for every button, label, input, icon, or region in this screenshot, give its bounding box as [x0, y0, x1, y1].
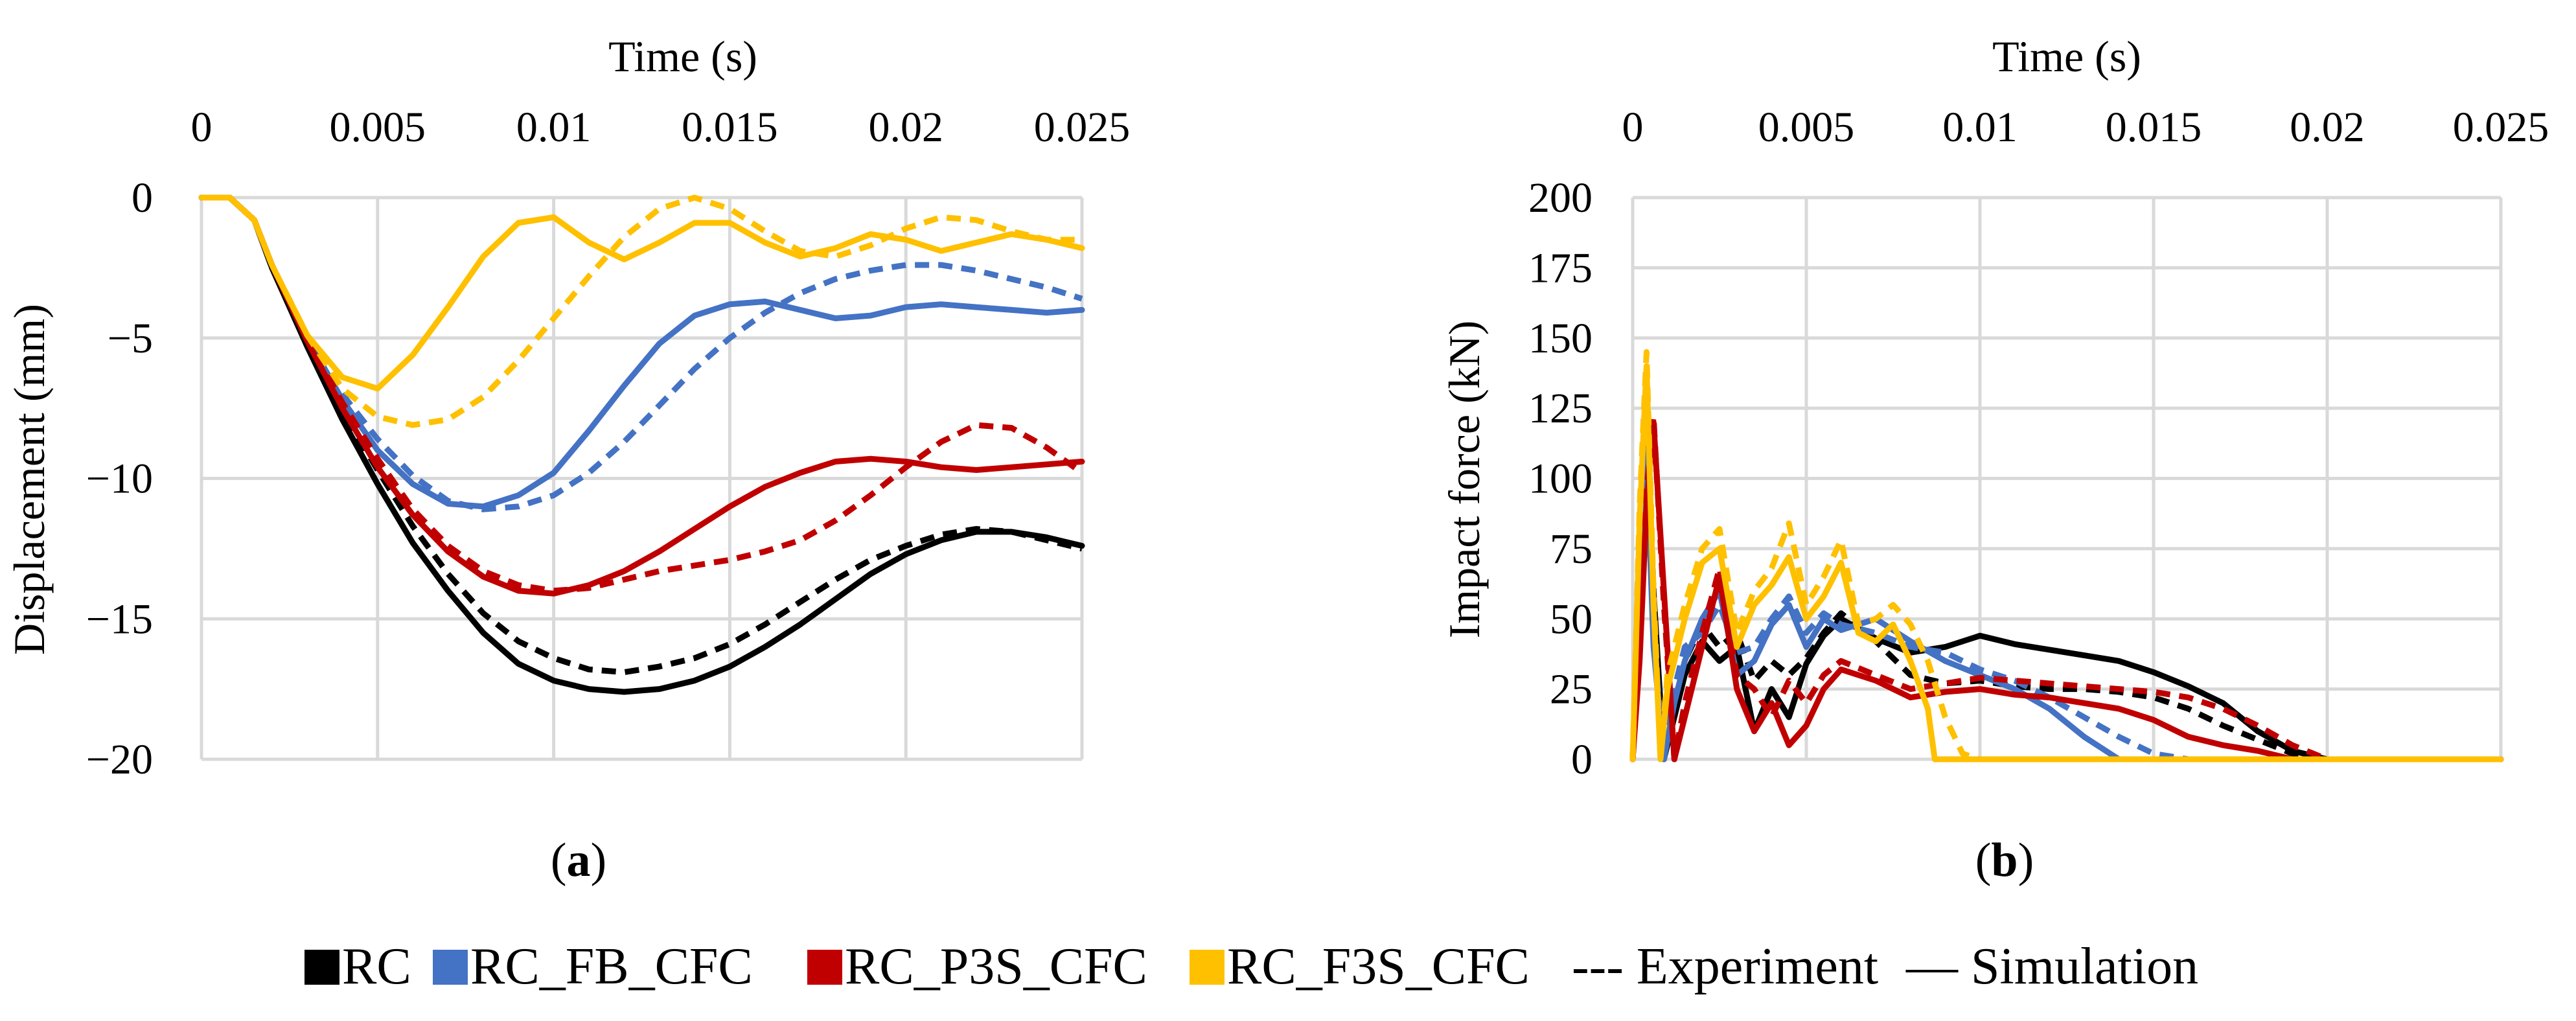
legend-label-experiment: --- Experiment [1572, 938, 1878, 995]
panel-a-series-rc-f3s-cfc-simulation [198, 194, 1085, 392]
panel-a-y-tick-label: −15 [86, 595, 153, 643]
panel-a-series-rc-fb-cfc-simulation [198, 194, 1085, 510]
legend-label-rc-p3s-cfc: RC_P3S_CFC [845, 938, 1147, 995]
panel-a-y-tick-label: −10 [86, 455, 153, 503]
panel-b-series-rc-f3s-cfc-simulation [1629, 363, 2504, 763]
panel-b-x-tick-label: 0.005 [1758, 104, 1855, 151]
legend-swatch-rc-p3s-cfc [807, 950, 842, 985]
panel-a-letter: a [567, 834, 591, 887]
panel-b-x-tick-label: 0.015 [2106, 104, 2202, 151]
panel-b-series-rc-p3s-cfc-simulation [1629, 419, 2504, 763]
panel-a-y-tick-label: 0 [132, 174, 153, 222]
panel-a-x-tick-label: 0.005 [330, 104, 426, 151]
legend-swatch-rc-f3s-cfc [1190, 950, 1225, 985]
panel-b-y-tick-label: 200 [1528, 174, 1593, 222]
panel-a-series-rc-f3s-cfc-experiment [201, 194, 1082, 428]
panel-b-y-tick-label: 100 [1528, 455, 1593, 503]
panel-a-gridlines [200, 196, 1084, 761]
panel-b-y-tick-label: 0 [1571, 736, 1593, 783]
legend-swatch-rc-fb-cfc [433, 950, 468, 985]
panel-b-y-tick-label: 25 [1550, 666, 1593, 713]
panel-b-series [1629, 349, 2504, 763]
legend-label-rc-fb-cfc: RC_FB_CFC [470, 938, 753, 995]
panel-b-x-tick-label: 0 [1622, 104, 1644, 151]
legend: RC RC_FB_CFC RC_P3S_CFC RC_F3S_CFC --- E… [305, 938, 2198, 995]
panel-a-x-tick-label: 0.02 [868, 104, 943, 151]
legend-label-rc-f3s-cfc: RC_F3S_CFC [1227, 938, 1530, 995]
panel-a-x-tick-labels: 0 0.005 0.01 0.015 0.02 0.025 [191, 104, 1131, 151]
panel-b-x-axis-title: Time (s) [1992, 32, 2141, 81]
panel-b-y-tick-label: 150 [1528, 315, 1593, 362]
panel-b-impact-force-chart: 0 0.005 0.01 0.015 0.02 0.025 0 25 50 75 100 125 15… [1440, 32, 2549, 887]
panel-b-series-rc-f3s-cfc-experiment [1629, 349, 2501, 763]
panel-b-y-axis-title: Impact force (kN) [1440, 321, 1489, 639]
panel-a-series [198, 194, 1085, 695]
panel-a-displacement-chart: 0 0.005 0.01 0.015 0.02 0.025 0 −5 −10 −15 −20 Ti… [5, 32, 1130, 887]
panel-b-x-tick-label: 0.02 [2290, 104, 2365, 151]
panel-a-x-tick-label: 0.015 [682, 104, 778, 151]
panel-b-y-tick-label: 50 [1550, 595, 1593, 643]
legend-label-simulation: — Simulation [1905, 938, 2198, 995]
panel-a-x-tick-label: 0.025 [1034, 104, 1131, 151]
panel-b-letter: b [1991, 834, 2018, 887]
panel-a-x-axis-title: Time (s) [608, 32, 757, 81]
legend-swatch-rc [305, 950, 339, 985]
panel-a-label: (a) [551, 834, 606, 887]
panel-a-y-axis-title: Displacement (mm) [5, 304, 54, 655]
legend-label-rc: RC [342, 938, 411, 995]
panel-a-series-rc-fb-cfc-experiment [201, 194, 1083, 512]
panel-b-y-tick-label: 175 [1528, 244, 1593, 292]
panel-a-x-tick-label: 0.01 [516, 104, 592, 151]
panel-b-x-tick-label: 0.01 [1942, 104, 2018, 151]
panel-b-gridlines [1631, 196, 2503, 761]
panel-b-series-rc-fb-cfc-simulation [1629, 453, 2504, 763]
panel-b-x-tick-label: 0.025 [2453, 104, 2549, 151]
panel-b-series-rc-experiment [1629, 425, 2501, 763]
panel-b-y-tick-label: 75 [1550, 525, 1593, 573]
panel-b-label: (b) [1975, 834, 2034, 887]
panel-a-series-rc-p3s-cfc-simulation [198, 194, 1085, 597]
panel-a-x-tick-label: 0 [191, 104, 213, 151]
panel-b-y-tick-labels: 0 25 50 75 100 125 150 175 200 [1528, 174, 1593, 783]
panel-a-series-rc-simulation [198, 194, 1085, 695]
panel-a-y-tick-label: −5 [108, 315, 153, 362]
panel-b-y-tick-label: 125 [1528, 385, 1593, 432]
panel-b-x-tick-labels: 0 0.005 0.01 0.015 0.02 0.025 [1622, 104, 2549, 151]
panel-a-y-tick-labels: 0 −5 −10 −15 −20 [86, 174, 153, 783]
panel-a-y-tick-label: −20 [86, 736, 153, 783]
